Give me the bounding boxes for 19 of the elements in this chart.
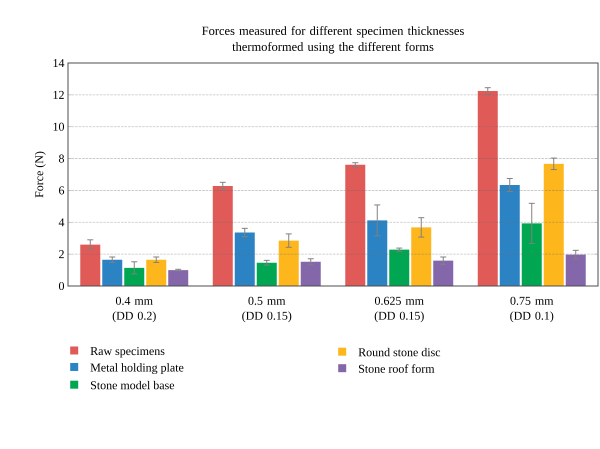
legend-label: Stone roof form <box>359 364 434 373</box>
x-tick-label: 0.75 mm (DD 0.1) <box>510 296 554 322</box>
y-tick-label: 14 <box>54 59 64 67</box>
y-axis-title: Force (N) <box>34 152 46 198</box>
y-tick-label: 4 <box>58 218 64 226</box>
x-tick-label: 0.625 mm (DD 0.15) <box>374 296 424 322</box>
chart-title: Forces measured for different specimen thicknesses thermoformed using the different forms <box>202 26 464 54</box>
legend-label: Metal holding plate <box>90 363 184 374</box>
x-tick-label: 0.5 mm (DD 0.15) <box>242 296 292 322</box>
y-tick-label: 2 <box>59 250 64 258</box>
y-tick-label: 8 <box>58 154 64 163</box>
y-tick-label: 0 <box>58 282 64 290</box>
y-tick-label: 12 <box>54 90 64 99</box>
y-tick-label: 6 <box>59 186 64 194</box>
legend-label: Stone model base <box>90 380 174 390</box>
x-tick-label: 0.4 mm (DD 0.2) <box>112 296 156 322</box>
legend-label: Raw specimens <box>90 347 164 358</box>
legend-label: Round stone disc <box>358 348 440 356</box>
y-tick-label: 10 <box>54 122 64 131</box>
